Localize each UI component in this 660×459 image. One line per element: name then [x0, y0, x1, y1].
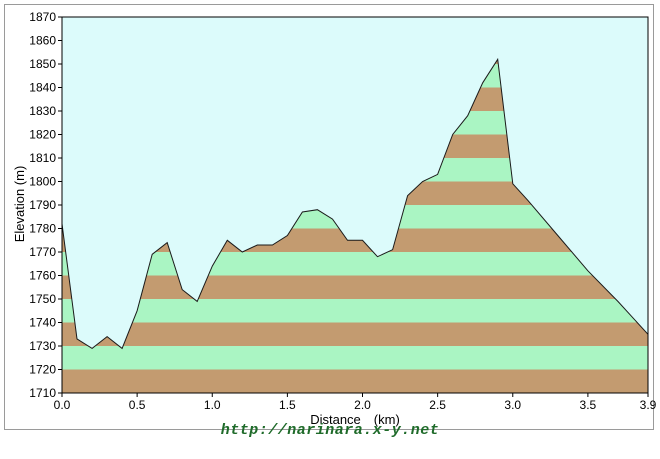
y-tick-label: 1860 — [29, 34, 56, 48]
elevation-band — [62, 369, 648, 393]
y-tick-label: 1750 — [29, 292, 56, 306]
y-tick-label: 1790 — [29, 198, 56, 212]
y-tick-label: 1710 — [29, 386, 56, 400]
y-tick-label: 1730 — [29, 339, 56, 353]
x-tick-label: 2.0 — [354, 398, 371, 412]
x-axis-title: Distance (km) — [310, 412, 400, 427]
y-tick-label: 1720 — [29, 363, 56, 377]
elevation-chart: 1710 1720 1730 1740 1750 1760 1770 1780 1790 1800… — [12, 10, 657, 427]
x-axis: 0.0 0.5 1.0 1.5 2.0 2.5 3.0 3.5 3.9 — [54, 393, 657, 412]
y-tick-label: 1810 — [29, 151, 56, 165]
x-tick-label: 3.9 — [640, 398, 657, 412]
x-tick-label: 3.0 — [504, 398, 521, 412]
y-tick-label: 1870 — [29, 10, 56, 24]
x-tick-label: 2.5 — [429, 398, 446, 412]
elevation-band — [62, 346, 648, 370]
y-axis-title: Elevation (m) — [12, 166, 27, 243]
x-tick-label: 0.5 — [129, 398, 146, 412]
y-axis: 1710 1720 1730 1740 1750 1760 1770 1780 1790 1800… — [29, 10, 62, 400]
x-tick-label: 0.0 — [54, 398, 71, 412]
y-tick-label: 1840 — [29, 81, 56, 95]
y-tick-label: 1740 — [29, 316, 56, 330]
y-tick-label: 1770 — [29, 245, 56, 259]
y-tick-label: 1780 — [29, 222, 56, 236]
elevation-band — [62, 275, 648, 299]
elevation-band — [62, 299, 648, 323]
elevation-band — [62, 322, 648, 346]
x-tick-label: 1.5 — [279, 398, 296, 412]
x-tick-label: 1.0 — [204, 398, 221, 412]
y-tick-label: 1850 — [29, 57, 56, 71]
y-tick-label: 1800 — [29, 175, 56, 189]
elevation-profile-line — [61, 57, 649, 350]
y-tick-label: 1760 — [29, 269, 56, 283]
site-url-watermark: http://narinara.x-y.net — [220, 422, 440, 439]
y-tick-label: 1830 — [29, 104, 56, 118]
x-tick-label: 3.5 — [580, 398, 597, 412]
y-tick-label: 1820 — [29, 128, 56, 142]
